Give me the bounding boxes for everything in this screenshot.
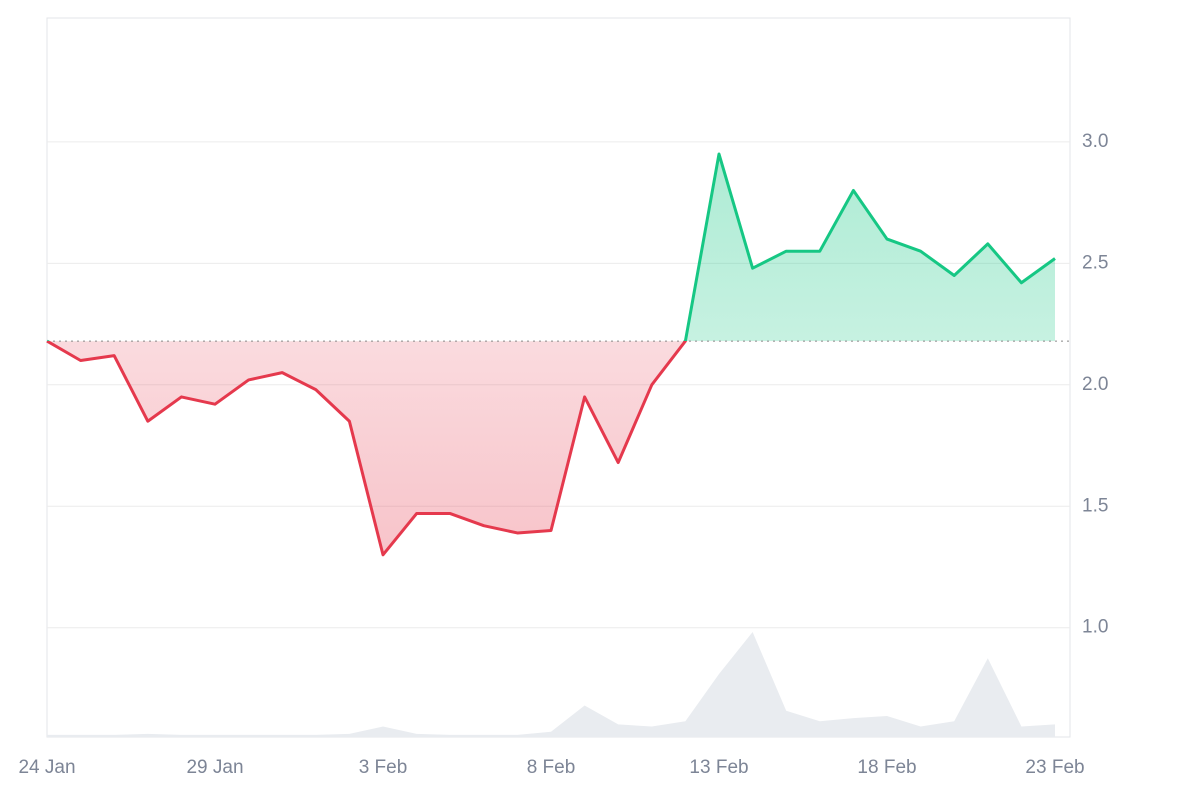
x-tick-label: 18 Feb [857, 757, 916, 778]
area-above [47, 154, 1055, 342]
x-tick-label: 29 Jan [186, 757, 243, 778]
x-tick-label: 8 Feb [527, 757, 576, 778]
x-tick-label: 23 Feb [1025, 757, 1084, 778]
y-tick-label: 1.5 [1082, 495, 1108, 516]
x-tick-label: 3 Feb [359, 757, 408, 778]
y-tick-label: 3.0 [1082, 131, 1108, 152]
price-line [46, 152, 1056, 557]
y-tick-label: 2.5 [1082, 252, 1108, 273]
x-tick-label: 24 Jan [18, 757, 75, 778]
x-tick-label: 13 Feb [689, 757, 748, 778]
y-tick-label: 2.0 [1082, 374, 1108, 395]
y-tick-label: 1.0 [1082, 617, 1108, 638]
area-below [47, 341, 686, 555]
volume-area [47, 632, 1055, 737]
